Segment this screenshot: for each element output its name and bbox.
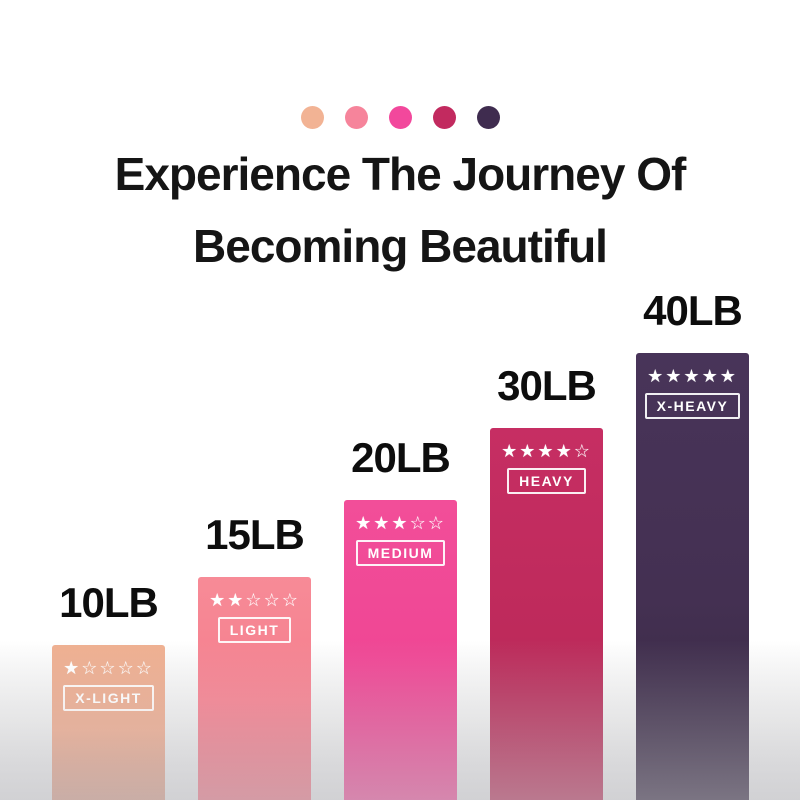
band-label-badge: LIGHT	[217, 617, 292, 643]
bar-group-15lb: 15LB ★★☆☆☆ LIGHT	[198, 513, 311, 800]
bar-group-30lb: 30LB ★★★★☆ HEAVY	[490, 364, 603, 800]
title-line-1: Experience The Journey Of	[114, 148, 687, 200]
band-label-badge: X-LIGHT	[63, 685, 154, 711]
bar-group-10lb: 10LB ★☆☆☆☆ X-LIGHT	[52, 581, 165, 800]
star-rating: ★★★★☆	[501, 441, 592, 461]
bar-group-40lb: 40LB ★★★★★ X-HEAVY	[636, 289, 749, 800]
weight-label: 40LB	[643, 287, 743, 334]
page-title: Experience The Journey Of Becoming Beaut…	[0, 138, 800, 282]
bar-30lb: ★★★★☆ HEAVY	[490, 428, 603, 800]
bar-10lb: ★☆☆☆☆ X-LIGHT	[52, 645, 165, 800]
palette-dot-medium	[388, 106, 412, 129]
weight-label: 15LB	[205, 511, 305, 558]
title-line-2: Becoming Beautiful	[193, 220, 608, 272]
bar-15lb: ★★☆☆☆ LIGHT	[198, 577, 311, 800]
palette-dot-x-light	[300, 106, 324, 129]
palette-dot-x-heavy	[476, 106, 500, 129]
band-label-badge: X-HEAVY	[644, 393, 741, 419]
weight-label: 20LB	[351, 434, 451, 481]
band-label-badge: MEDIUM	[355, 540, 446, 566]
star-rating: ★★★☆☆	[355, 513, 446, 533]
bar-chart: 10LB ★☆☆☆☆ X-LIGHT 15LB ★★☆☆☆ LIGHT 20LB…	[52, 289, 749, 800]
palette-dots-row	[0, 106, 800, 129]
band-label-badge: HEAVY	[507, 468, 586, 494]
star-rating: ★★★★★	[647, 366, 738, 386]
bar-group-20lb: 20LB ★★★☆☆ MEDIUM	[344, 436, 457, 800]
weight-label: 10LB	[59, 579, 159, 626]
palette-dot-heavy	[432, 106, 456, 129]
star-rating: ★☆☆☆☆	[63, 658, 154, 678]
bar-40lb: ★★★★★ X-HEAVY	[636, 353, 749, 800]
palette-dot-light	[344, 106, 368, 129]
star-rating: ★★☆☆☆	[209, 590, 300, 610]
weight-label: 30LB	[497, 362, 597, 409]
bar-20lb: ★★★☆☆ MEDIUM	[344, 500, 457, 800]
